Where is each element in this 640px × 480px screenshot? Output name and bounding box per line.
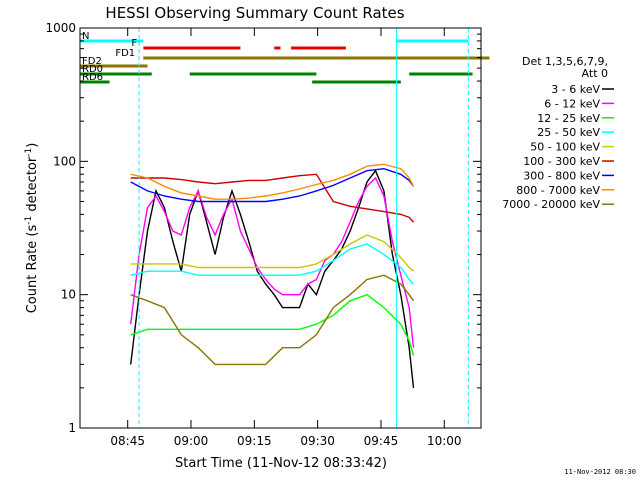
legend-label-3: 25 - 50 keV bbox=[537, 126, 600, 139]
legend-label-4: 50 - 100 keV bbox=[530, 141, 600, 154]
series-line-8 bbox=[130, 274, 415, 366]
series-line-7 bbox=[130, 163, 415, 200]
y-tick-label-2: 100 bbox=[53, 154, 76, 168]
series-line-6 bbox=[130, 167, 415, 203]
legend-label-7: 800 - 7000 keV bbox=[516, 184, 600, 197]
series-line-3 bbox=[130, 243, 415, 285]
y-tick-label-1: 10 bbox=[61, 288, 76, 302]
legend-label-8: 7000 - 20000 keV bbox=[502, 198, 600, 211]
y-axis-label: Count Rate (s-1 detector-1) bbox=[24, 143, 40, 314]
series-line-2 bbox=[130, 293, 415, 356]
legend-label-2: 12 - 25 keV bbox=[537, 112, 600, 125]
marker-label-rd0: RD0 bbox=[82, 64, 103, 75]
x-tick-label-0: 08:45 bbox=[110, 434, 145, 448]
marker-label-fd2: FD2 bbox=[82, 56, 102, 67]
legend-label-6: 300 - 800 keV bbox=[523, 169, 600, 182]
marker-label-f: F bbox=[131, 38, 137, 49]
legend-label-5: 100 - 300 keV bbox=[523, 155, 600, 168]
y-tick-label-0: 1 bbox=[68, 421, 76, 435]
chart-title: HESSI Observing Summary Count Rates bbox=[105, 4, 404, 22]
legend-label-1: 6 - 12 keV bbox=[544, 97, 600, 110]
y-tick-label-3: 1000 bbox=[45, 21, 76, 35]
legend-header-1: Att 0 bbox=[582, 67, 608, 80]
x-tick-label-2: 09:15 bbox=[237, 434, 272, 448]
footer-timestamp: 11-Nov-2012 08:30 bbox=[564, 468, 636, 476]
series-line-4 bbox=[130, 234, 414, 272]
plot-area bbox=[80, 28, 481, 428]
series-layer bbox=[130, 163, 415, 388]
marker-label-rd6: RD6 bbox=[82, 72, 103, 83]
plot-background bbox=[80, 28, 481, 428]
x-tick-label-5: 10:00 bbox=[427, 434, 462, 448]
series-line-5 bbox=[130, 173, 415, 223]
axes: 08:45 09:00 09:15 09:30 09:45 10:00 1 10 100 1000 bbox=[45, 21, 482, 448]
x-axis-label: Start Time (11-Nov-12 08:33:42) bbox=[175, 456, 387, 471]
x-tick-label-4: 09:45 bbox=[364, 434, 399, 448]
plot-frame bbox=[79, 27, 482, 429]
series-line-0 bbox=[130, 169, 415, 388]
x-tick-label-1: 09:00 bbox=[174, 434, 209, 448]
legend-label-0: 3 - 6 keV bbox=[551, 83, 600, 96]
legend-header-0: Det 1,3,5,6,7,9, bbox=[522, 55, 608, 68]
marker-label-n: N bbox=[82, 31, 89, 42]
x-tick-label-3: 09:30 bbox=[300, 434, 335, 448]
series-line-1 bbox=[130, 176, 415, 348]
marker-label-fd1: FD1 bbox=[115, 48, 135, 59]
